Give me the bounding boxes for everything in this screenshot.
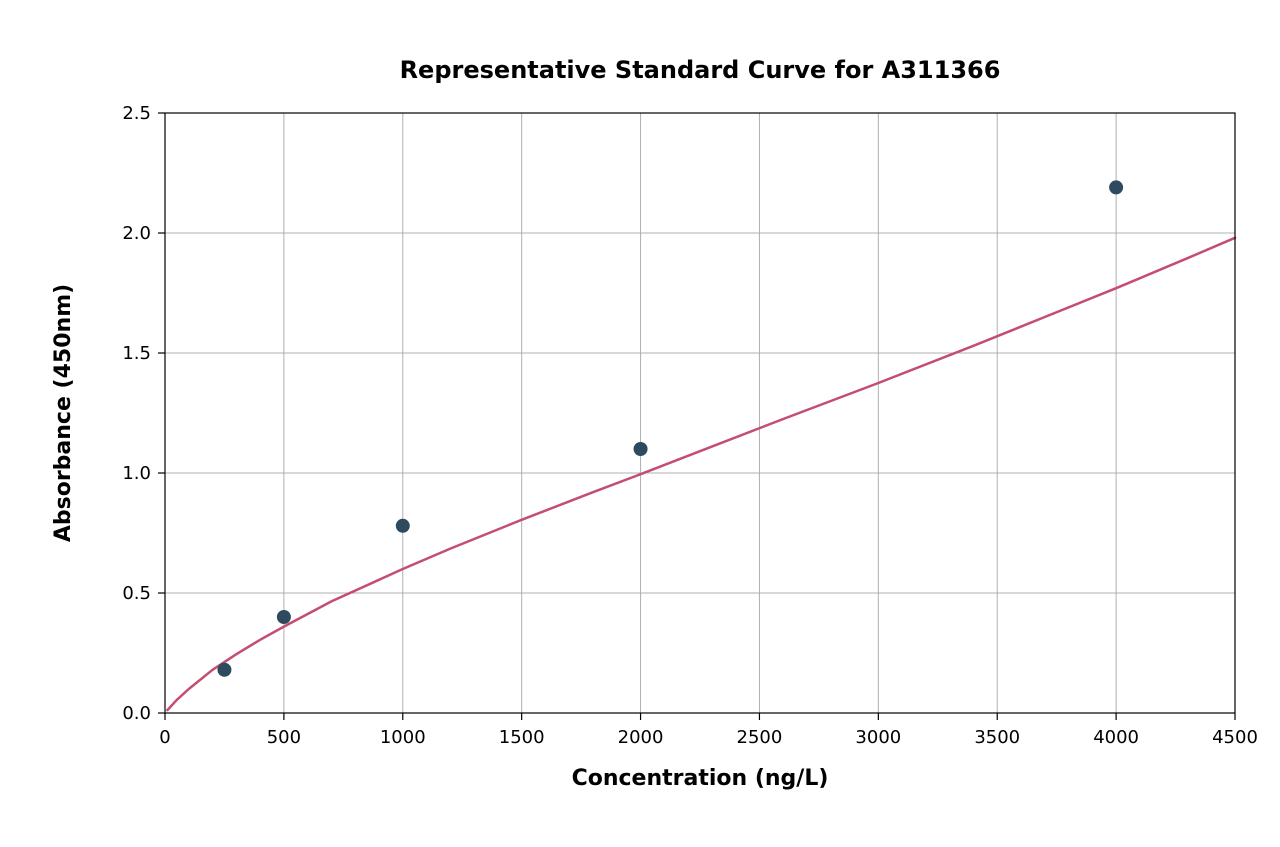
x-axis-label: Concentration (ng/L) — [572, 766, 829, 791]
x-tick-label: 4500 — [1212, 727, 1258, 748]
x-tick-label: 3500 — [974, 727, 1020, 748]
y-tick-label: 0.0 — [122, 703, 151, 724]
x-tick-label: 500 — [267, 727, 301, 748]
x-tick-label: 3000 — [855, 727, 901, 748]
x-tick-label: 0 — [159, 727, 170, 748]
y-tick-label: 0.5 — [122, 583, 151, 604]
standard-curve-chart: 0 500 1000 1500 2000 2500 3000 3500 4000 4500 0.0 0… — [0, 0, 1280, 843]
y-tick-label: 2.0 — [122, 223, 151, 244]
chart-title: Representative Standard Curve for A31136… — [400, 56, 1001, 84]
chart-container: 0 500 1000 1500 2000 2500 3000 3500 4000 4500 0.0 0… — [0, 0, 1280, 847]
y-tick-label: 1.5 — [122, 343, 151, 364]
data-point — [634, 442, 648, 456]
x-tick-label: 4000 — [1093, 727, 1139, 748]
x-tick-label: 1000 — [380, 727, 426, 748]
y-tick-label: 2.5 — [122, 103, 151, 124]
y-tick-label: 1.0 — [122, 463, 151, 484]
x-tick-label: 2500 — [737, 727, 783, 748]
x-tick-label: 1500 — [499, 727, 545, 748]
data-point — [277, 610, 291, 624]
data-point — [217, 663, 231, 677]
x-tick-label: 2000 — [618, 727, 664, 748]
plot-area — [165, 113, 1235, 713]
data-point — [1109, 180, 1123, 194]
y-axis-label: Absorbance (450nm) — [51, 284, 76, 542]
data-point — [396, 519, 410, 533]
